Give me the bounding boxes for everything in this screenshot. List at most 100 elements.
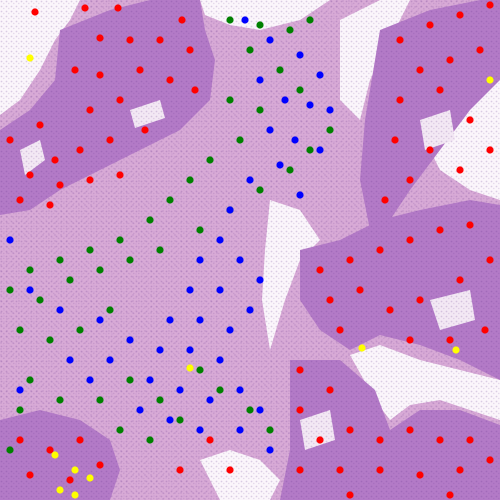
blue-annotation-dot [6, 236, 14, 244]
blue-annotation-dot [296, 51, 304, 59]
red-annotation-dot [381, 196, 389, 204]
blue-annotation-dot [306, 101, 314, 109]
red-annotation-dot [406, 236, 414, 244]
blue-annotation-dot [226, 326, 234, 334]
red-annotation-dot [446, 491, 454, 499]
blue-annotation-dot [256, 276, 264, 284]
green-annotation-dot [116, 236, 124, 244]
red-annotation-dot [476, 46, 484, 54]
red-annotation-dot [396, 96, 404, 104]
red-annotation-dot [96, 34, 104, 42]
red-annotation-dot [486, 256, 494, 264]
red-annotation-dot [176, 466, 184, 474]
red-annotation-dot [81, 4, 89, 12]
green-annotation-dot [126, 376, 134, 384]
red-annotation-dot [376, 436, 384, 444]
red-annotation-dot [16, 436, 24, 444]
green-annotation-dot [16, 326, 24, 334]
green-annotation-dot [126, 256, 134, 264]
red-annotation-dot [446, 336, 454, 344]
green-annotation-dot [156, 246, 164, 254]
red-annotation-dot [436, 436, 444, 444]
blue-annotation-dot [126, 336, 134, 344]
red-annotation-dot [416, 296, 424, 304]
blue-annotation-dot [216, 286, 224, 294]
red-annotation-dot [336, 466, 344, 474]
green-annotation-dot [246, 406, 254, 414]
blue-annotation-dot [256, 406, 264, 414]
green-annotation-dot [146, 436, 154, 444]
blue-annotation-dot [96, 316, 104, 324]
yellow-annotation-dot [452, 346, 460, 354]
red-annotation-dot [326, 386, 334, 394]
red-annotation-dot [426, 21, 434, 29]
red-annotation-dot [456, 166, 464, 174]
green-annotation-dot [226, 96, 234, 104]
blue-annotation-dot [16, 386, 24, 394]
red-annotation-dot [36, 121, 44, 129]
green-annotation-dot [46, 336, 54, 344]
red-annotation-dot [96, 71, 104, 79]
blue-annotation-dot [316, 146, 324, 154]
green-annotation-dot [186, 176, 194, 184]
blue-annotation-dot [56, 306, 64, 314]
green-annotation-dot [86, 246, 94, 254]
red-annotation-dot [486, 146, 494, 154]
yellow-annotation-dot [26, 54, 34, 62]
green-annotation-dot [296, 86, 304, 94]
yellow-annotation-dot [86, 474, 94, 482]
green-annotation-dot [196, 226, 204, 234]
yellow-annotation-dot [358, 344, 366, 352]
green-annotation-dot [6, 286, 14, 294]
red-annotation-dot [76, 146, 84, 154]
blue-annotation-dot [186, 286, 194, 294]
green-annotation-dot [236, 136, 244, 144]
green-annotation-dot [96, 266, 104, 274]
red-annotation-dot [136, 66, 144, 74]
yellow-annotation-dot [56, 486, 64, 494]
red-annotation-dot [156, 36, 164, 44]
blue-annotation-dot [196, 426, 204, 434]
green-annotation-dot [256, 186, 264, 194]
green-annotation-dot [266, 426, 274, 434]
green-annotation-dot [306, 146, 314, 154]
red-annotation-dot [396, 36, 404, 44]
green-annotation-dot [276, 66, 284, 74]
blue-annotation-dot [276, 161, 284, 169]
red-annotation-dot [466, 436, 474, 444]
red-annotation-dot [466, 116, 474, 124]
yellow-annotation-dot [71, 466, 79, 474]
red-annotation-dot [406, 426, 414, 434]
green-annotation-dot [96, 396, 104, 404]
green-annotation-dot [56, 256, 64, 264]
blue-annotation-dot [66, 356, 74, 364]
blue-annotation-dot [136, 406, 144, 414]
blue-annotation-dot [236, 256, 244, 264]
red-annotation-dot [406, 336, 414, 344]
red-annotation-dot [436, 86, 444, 94]
blue-annotation-dot [166, 316, 174, 324]
green-annotation-dot [36, 296, 44, 304]
blue-annotation-dot [316, 71, 324, 79]
blue-annotation-dot [256, 76, 264, 84]
blue-annotation-dot [246, 176, 254, 184]
blue-annotation-dot [86, 376, 94, 384]
green-annotation-dot [166, 196, 174, 204]
green-annotation-dot [26, 376, 34, 384]
red-annotation-dot [66, 476, 74, 484]
blue-annotation-dot [106, 356, 114, 364]
red-annotation-dot [336, 326, 344, 334]
red-annotation-dot [6, 136, 14, 144]
green-annotation-dot [106, 306, 114, 314]
red-annotation-dot [46, 201, 54, 209]
blue-annotation-dot [156, 346, 164, 354]
red-annotation-dot [391, 136, 399, 144]
red-annotation-dot [356, 286, 364, 294]
blue-annotation-dot [236, 386, 244, 394]
green-annotation-dot [56, 396, 64, 404]
red-annotation-dot [456, 276, 464, 284]
red-annotation-dot [416, 471, 424, 479]
red-annotation-dot [141, 126, 149, 134]
green-annotation-dot [156, 396, 164, 404]
